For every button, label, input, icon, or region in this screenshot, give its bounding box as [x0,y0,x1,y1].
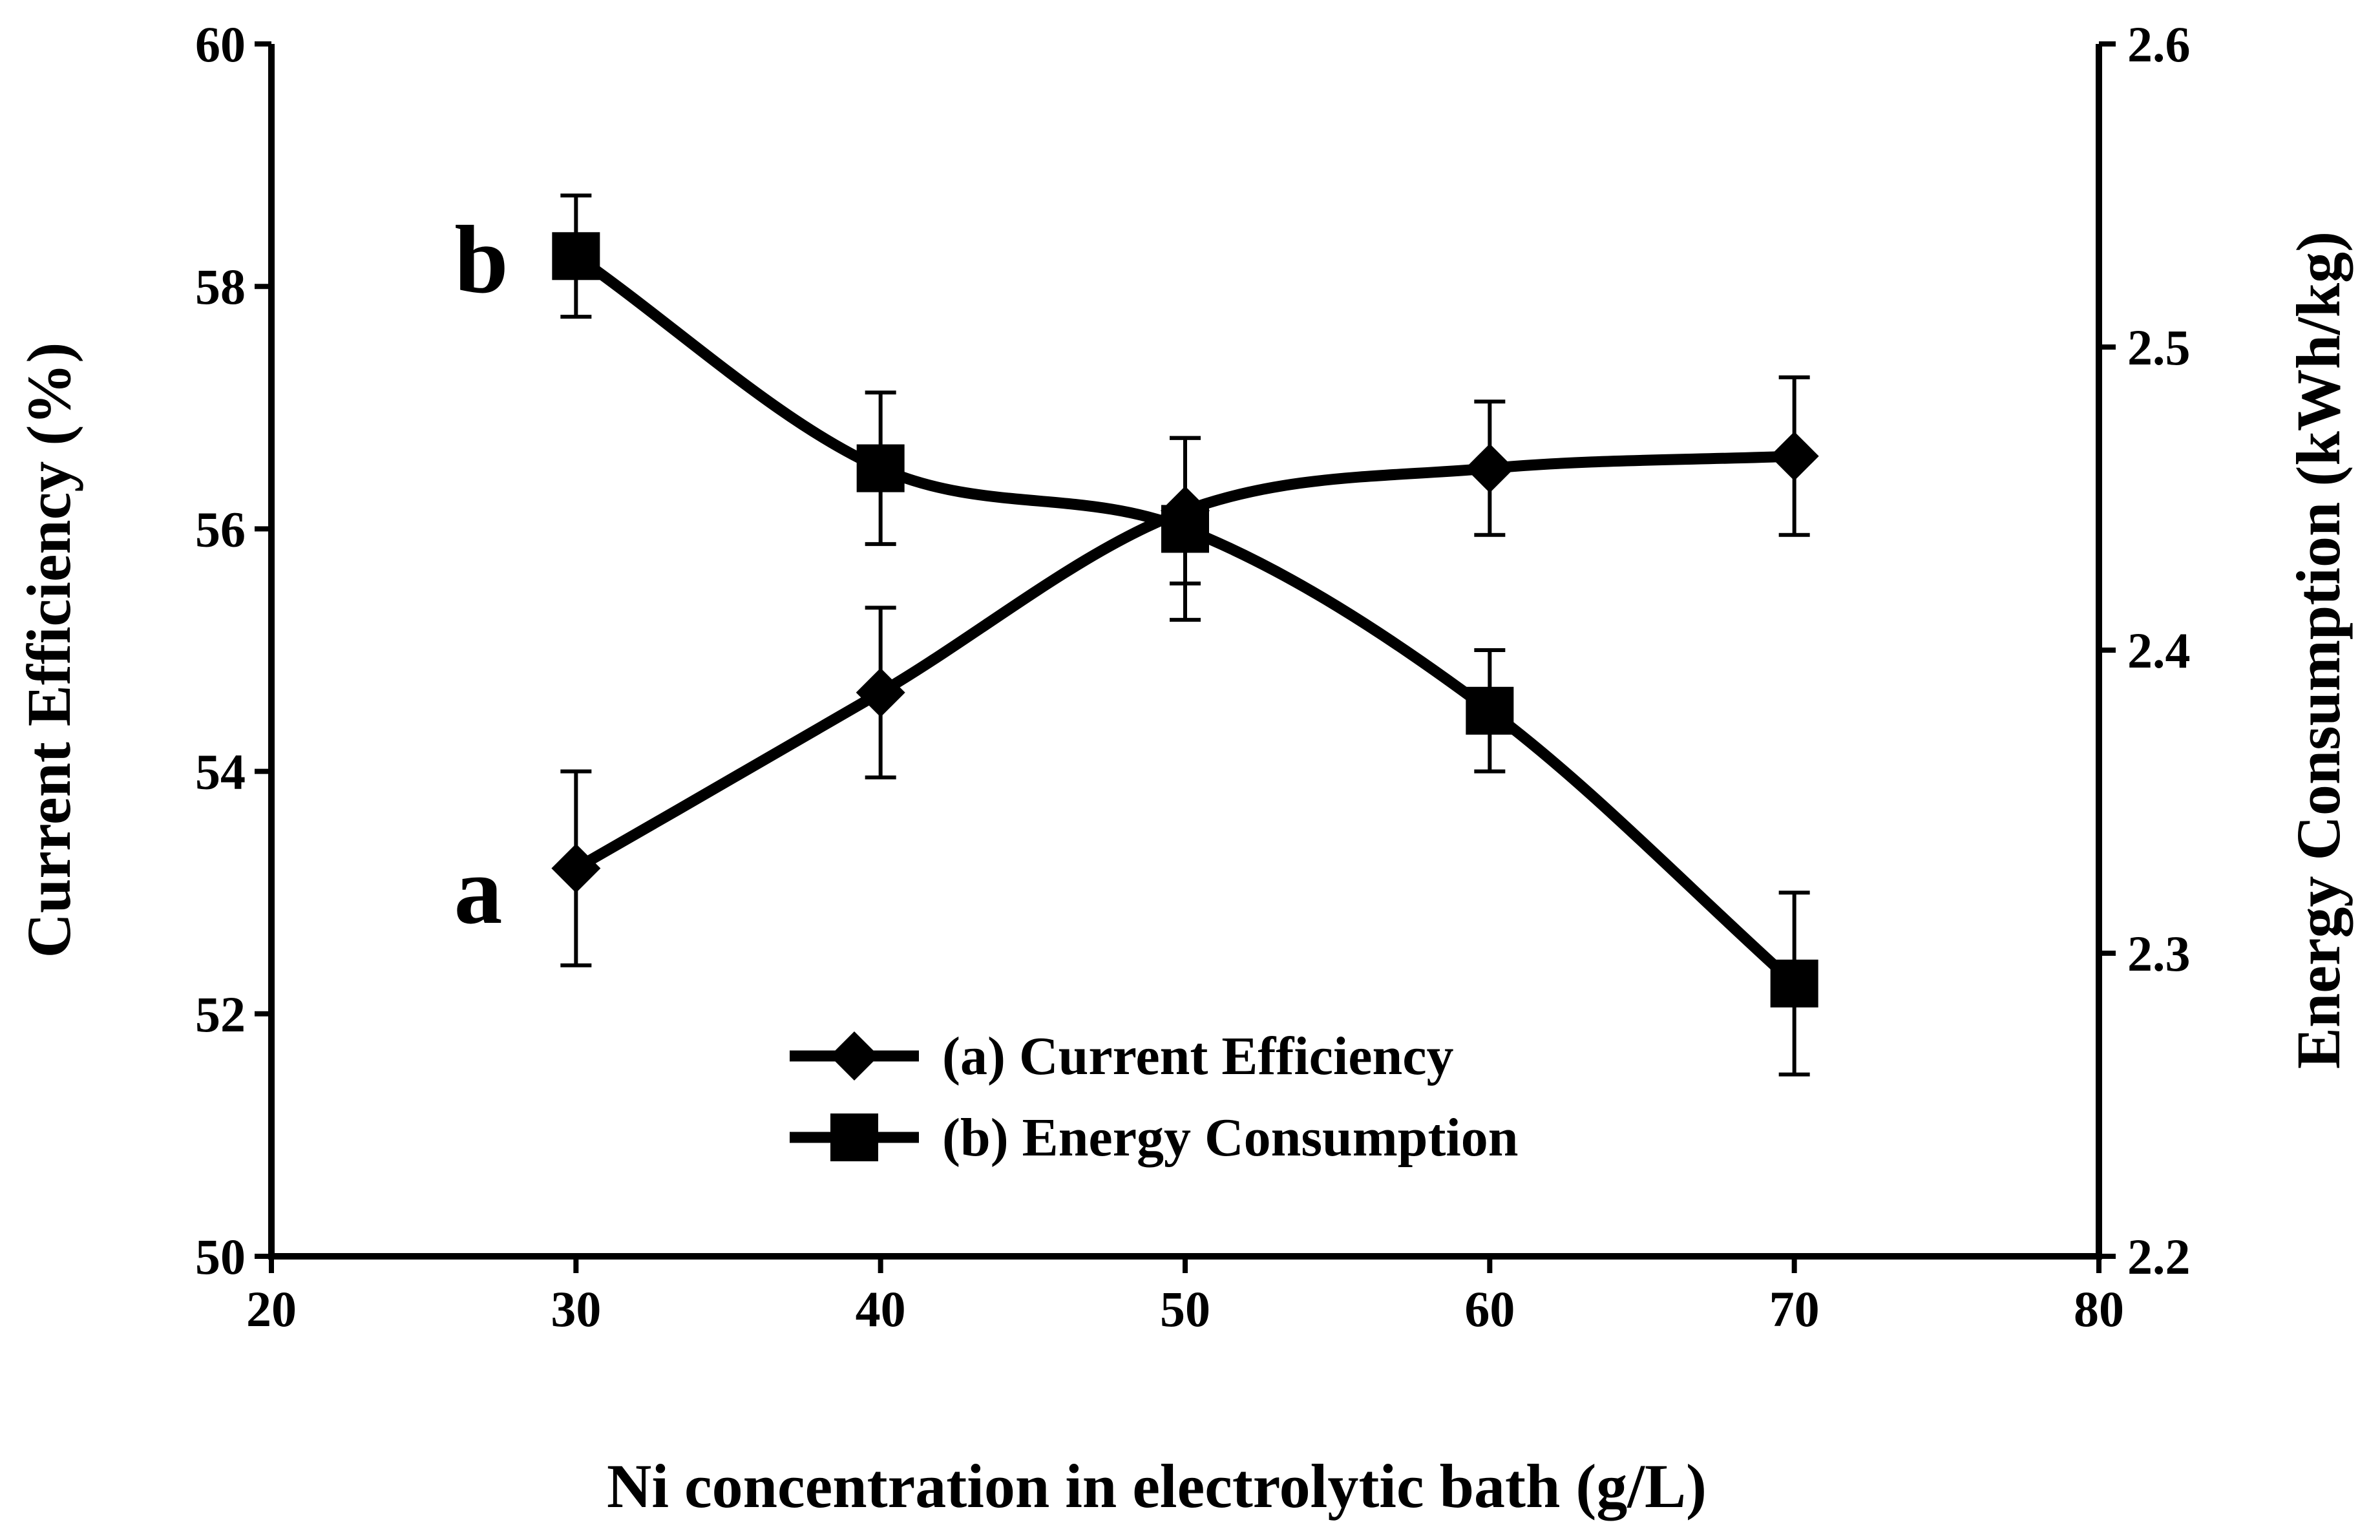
y-left-tick-label: 58 [195,258,246,315]
data-point-square [552,232,600,280]
data-point-diamond [551,843,601,893]
data-point-diamond [856,668,905,717]
series-energy-consumption: b [454,193,1818,1077]
series-current-efficiency: a [454,375,1819,967]
series-tag-a: a [454,837,503,944]
y-right-tick-label: 2.3 [2127,925,2191,982]
y-left-tick-label: 56 [195,501,246,557]
y-right-axis-title: Energy Consumption (kWh/kg) [2284,231,2353,1069]
y-left-tick-label: 54 [195,744,246,800]
x-tick-label: 80 [2074,1281,2124,1337]
data-point-square [856,444,905,492]
x-tick-label: 70 [1769,1281,1820,1337]
legend-label: (b) Energy Consumption [942,1108,1518,1168]
y-left-axis-title: Current Efficiency (%) [14,343,83,958]
y-left-tick-label: 52 [195,986,246,1042]
legend-marker-square [830,1113,878,1161]
x-axis-title: Ni concentration in electrolytic bath (g… [607,1451,1707,1521]
y-right-tick-label: 2.6 [2127,16,2191,72]
data-point-diamond [1465,443,1515,493]
x-tick-label: 20 [246,1281,297,1337]
legend-marker-diamond [830,1031,879,1081]
x-tick-label: 40 [856,1281,906,1337]
legend-label: (a) Current Efficiency [942,1026,1454,1086]
legend-entry: (a) Current Efficiency [790,1026,1454,1086]
x-tick-label: 30 [551,1281,601,1337]
legend-entry: (b) Energy Consumption [790,1108,1518,1168]
y-left-tick-label: 50 [195,1229,246,1285]
series-tag-b: b [454,206,508,313]
data-point-square [1770,959,1818,1007]
x-tick-label: 60 [1464,1281,1515,1337]
data-point-square [1466,686,1514,735]
y-right-tick-label: 2.4 [2127,622,2191,679]
x-tick-label: 50 [1160,1281,1210,1337]
legend: (a) Current Efficiency (b) Energy Consump… [790,1026,1518,1168]
data-point-diamond [1769,431,1819,481]
y-right-tick-label: 2.5 [2127,319,2191,375]
y-left-tick-label: 60 [195,16,246,72]
axes: 20 30 40 50 60 70 80 50 52 54 56 58 60 2.2 2.3 2.4 2.5 2.… [195,16,2191,1337]
axis-titles: Ni concentration in electrolytic bath (g… [14,231,2353,1521]
series-layer: ab [454,193,1819,1077]
y-right-tick-label: 2.2 [2127,1229,2191,1285]
data-point-square [1161,505,1209,553]
